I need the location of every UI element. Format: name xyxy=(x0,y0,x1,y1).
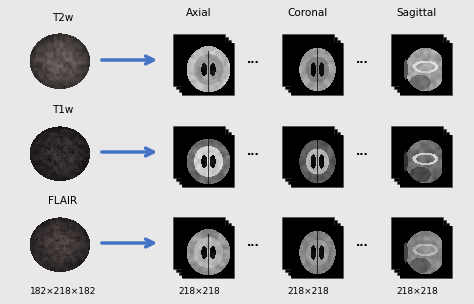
Bar xyxy=(397,223,449,275)
Bar xyxy=(291,226,343,278)
Text: 218×218: 218×218 xyxy=(178,287,220,296)
Bar xyxy=(400,226,452,278)
Bar xyxy=(288,40,340,92)
Bar xyxy=(282,126,334,178)
Bar xyxy=(173,34,225,86)
Text: T1w: T1w xyxy=(52,105,73,115)
Bar xyxy=(391,34,443,86)
Bar xyxy=(285,220,337,272)
Bar xyxy=(173,126,225,178)
Bar xyxy=(179,40,231,92)
Bar xyxy=(288,132,340,184)
Text: FLAIR: FLAIR xyxy=(48,196,78,206)
Text: ...: ... xyxy=(247,55,260,65)
Bar xyxy=(176,220,228,272)
Bar xyxy=(182,43,234,95)
Bar xyxy=(394,129,446,181)
FancyArrowPatch shape xyxy=(102,56,154,64)
Text: Coronal: Coronal xyxy=(288,8,328,18)
Text: Axial: Axial xyxy=(186,8,212,18)
Bar xyxy=(179,223,231,275)
Bar xyxy=(282,217,334,269)
Bar xyxy=(285,129,337,181)
Bar xyxy=(176,129,228,181)
Bar xyxy=(394,37,446,89)
Bar xyxy=(397,40,449,92)
Text: ...: ... xyxy=(356,147,369,157)
Bar xyxy=(291,135,343,187)
Bar xyxy=(182,135,234,187)
Text: ...: ... xyxy=(356,238,369,248)
Bar xyxy=(288,223,340,275)
Bar xyxy=(400,43,452,95)
Bar xyxy=(285,37,337,89)
Bar xyxy=(179,132,231,184)
Bar xyxy=(391,126,443,178)
FancyArrowPatch shape xyxy=(102,239,154,247)
Bar xyxy=(400,135,452,187)
FancyArrowPatch shape xyxy=(102,148,154,156)
Text: Sagittal: Sagittal xyxy=(397,8,437,18)
Bar xyxy=(394,220,446,272)
Bar xyxy=(173,217,225,269)
Text: 218×218: 218×218 xyxy=(396,287,438,296)
Bar xyxy=(182,226,234,278)
Bar xyxy=(397,132,449,184)
Text: ...: ... xyxy=(247,147,260,157)
Text: 182×218×182: 182×218×182 xyxy=(30,287,96,296)
Bar xyxy=(176,37,228,89)
Bar xyxy=(391,217,443,269)
Text: 218×218: 218×218 xyxy=(287,287,329,296)
Text: ...: ... xyxy=(247,238,260,248)
Text: ...: ... xyxy=(356,55,369,65)
Bar xyxy=(282,34,334,86)
Bar xyxy=(291,43,343,95)
Text: T2w: T2w xyxy=(52,13,73,23)
